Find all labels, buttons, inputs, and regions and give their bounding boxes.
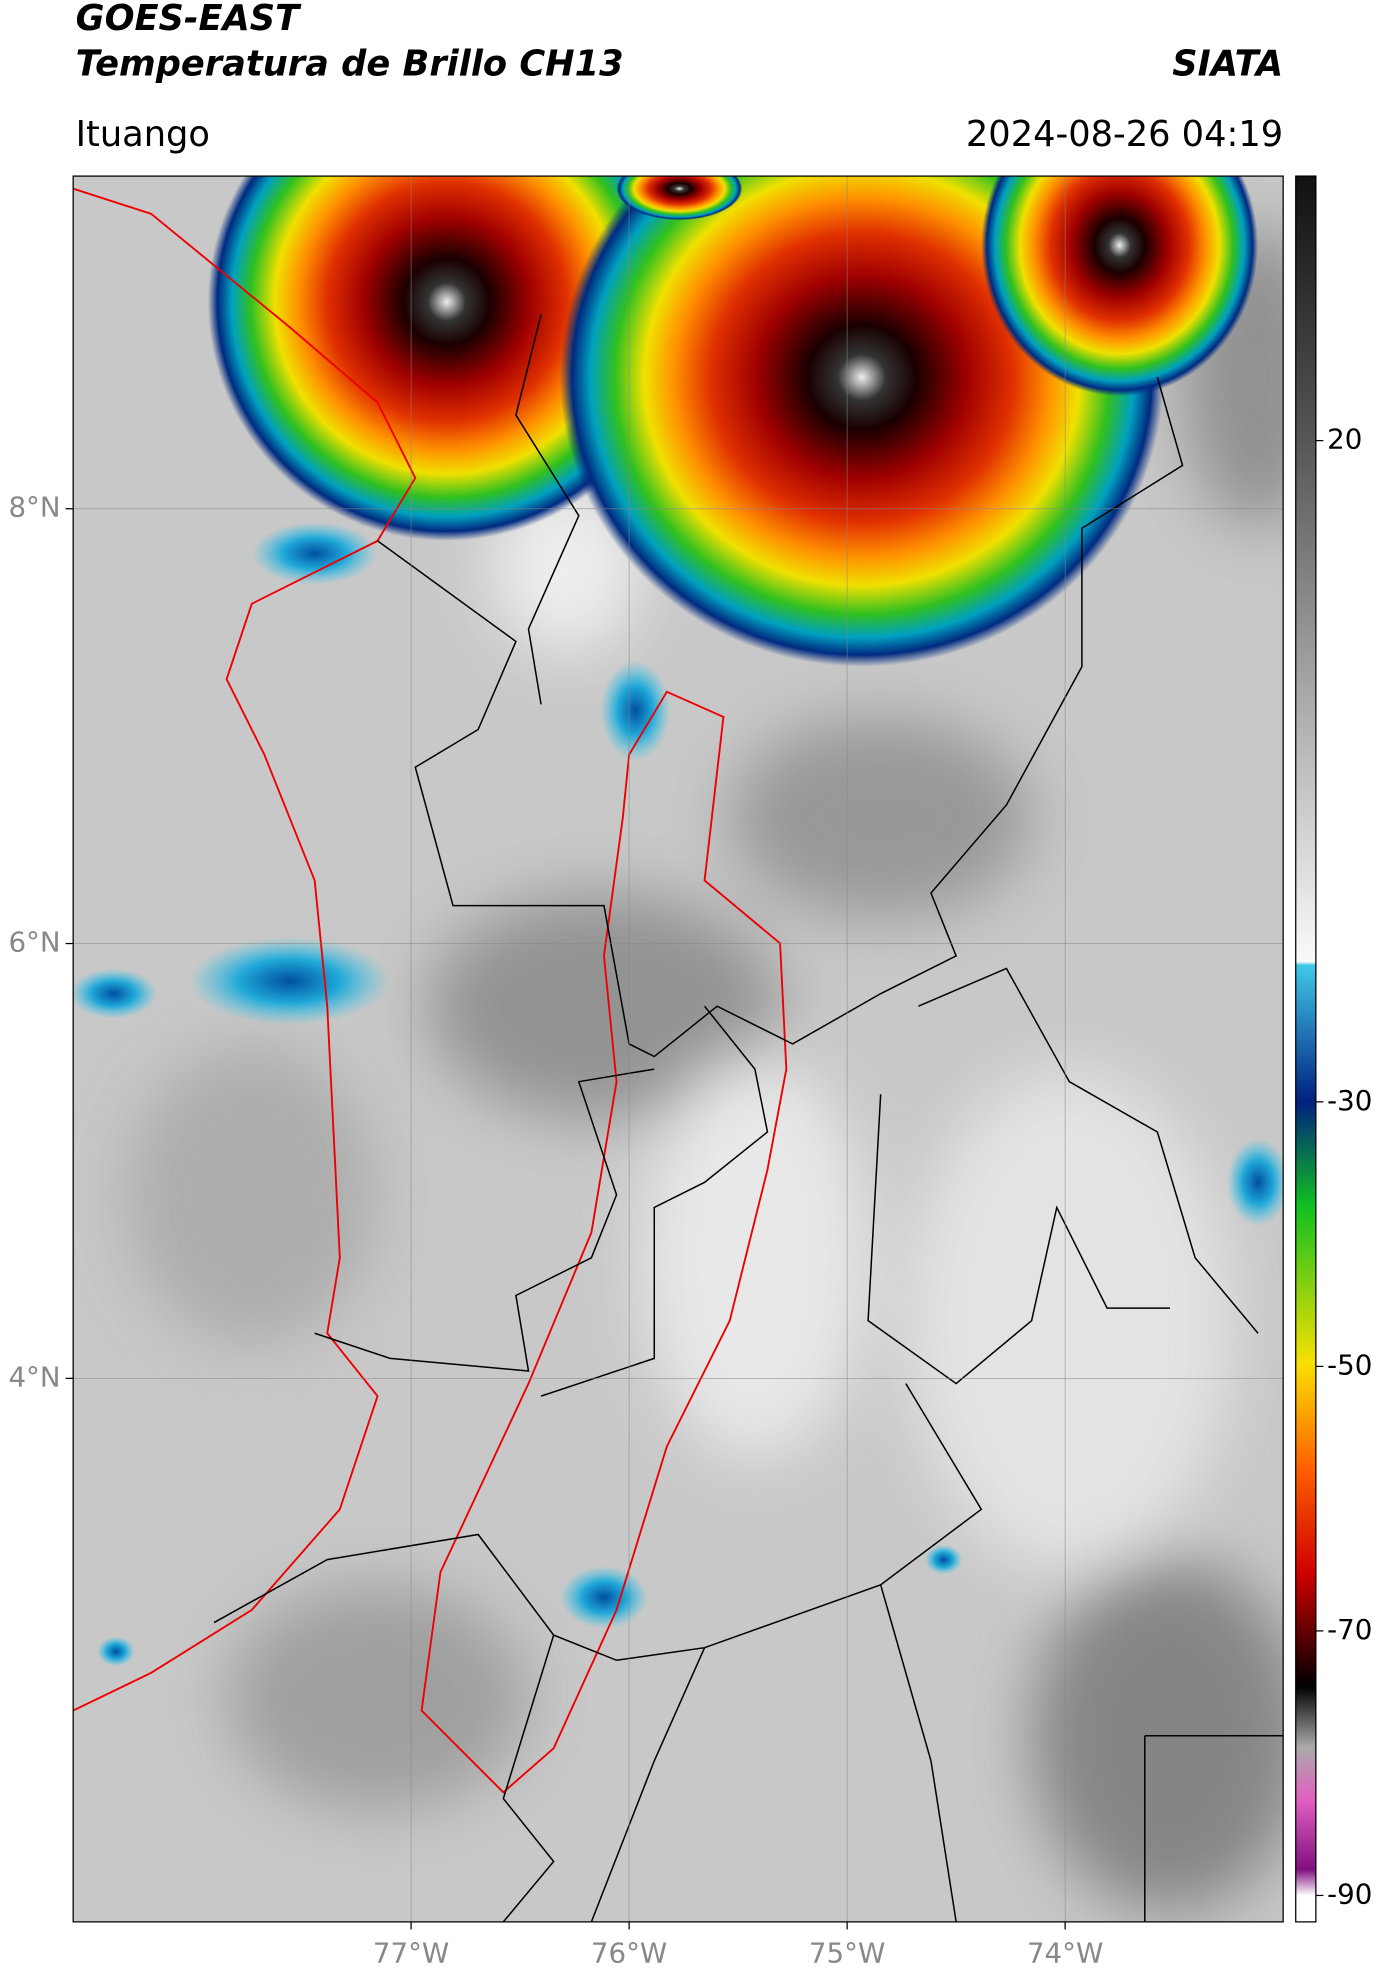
datetime: 2024-08-26 04:19 xyxy=(966,114,1283,155)
colorbar-tick-label: 20 xyxy=(1327,423,1362,456)
source: SIATA xyxy=(1172,43,1283,84)
y-tick-label: 6°N xyxy=(8,926,60,959)
x-tick-label: 76°W xyxy=(591,1937,667,1970)
satellite-image xyxy=(73,176,1284,1922)
graticule xyxy=(73,176,1284,1922)
colorbar xyxy=(1295,175,1317,1923)
colorbar-tick-label: -70 xyxy=(1327,1613,1372,1646)
colorbar-tick-label: -30 xyxy=(1327,1084,1372,1117)
x-tick-label: 74°W xyxy=(1027,1937,1103,1970)
colorbar-tick-label: -50 xyxy=(1327,1348,1372,1381)
location: Ituango xyxy=(76,114,210,155)
colorbar-tick-label: -90 xyxy=(1327,1877,1372,1910)
title: GOES-EAST xyxy=(76,0,302,39)
subtitle: Temperatura de Brillo CH13 xyxy=(76,43,624,84)
y-tick-label: 8°N xyxy=(8,491,60,524)
x-tick-label: 77°W xyxy=(373,1937,449,1970)
x-tick-label: 75°W xyxy=(809,1937,885,1970)
y-tick-label: 4°N xyxy=(8,1360,60,1393)
map-frame xyxy=(72,175,1284,1923)
